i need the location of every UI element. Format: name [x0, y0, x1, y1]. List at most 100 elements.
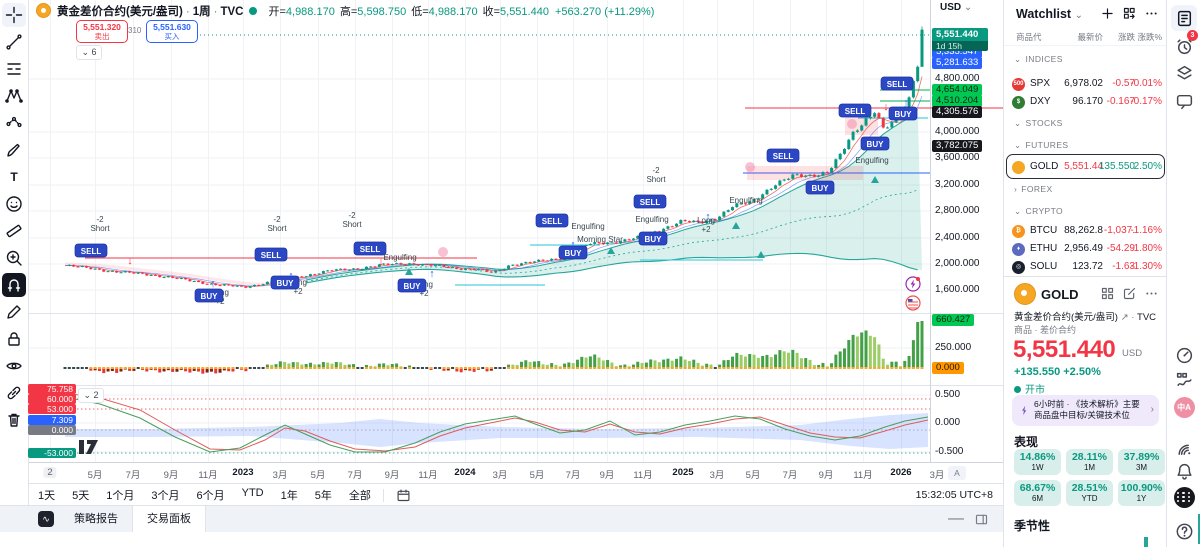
sell-tag[interactable]: [633, 194, 667, 209]
indicators-collapse-button[interactable]: ⌄ 6: [76, 45, 102, 60]
buy-tag[interactable]: [888, 106, 918, 121]
time-axis[interactable]: A 2 5月 7月 9月 11月 2023 3月 5月 7月 9月 11月 2024 3月 5月 7月 9月 1…: [0, 462, 1003, 484]
column-header[interactable]: 商品代: [1016, 32, 1042, 42]
sell-tag[interactable]: [880, 76, 914, 91]
buy-tag[interactable]: [638, 231, 668, 246]
magnet-icon[interactable]: [2, 273, 26, 297]
watchlist-title[interactable]: Watchlist ⌄: [1016, 7, 1083, 21]
emoji-icon[interactable]: [2, 192, 26, 216]
svg-text:↑: ↑: [705, 211, 711, 223]
buy-tag[interactable]: [860, 136, 890, 151]
sell-button[interactable]: 5,551.320 卖出: [76, 20, 128, 43]
watchlist-row-spx[interactable]: 500 SPX 6,978.02 -0.57 -0.01%: [1004, 76, 1167, 94]
sell-tag[interactable]: [254, 247, 288, 262]
zoom-in-icon[interactable]: [2, 246, 26, 270]
buy-tag[interactable]: [270, 275, 300, 290]
hide-drawings-icon[interactable]: [2, 354, 26, 378]
time-tick: 2026: [890, 467, 912, 478]
more-options-icon[interactable]: [1144, 286, 1159, 301]
lock-icon[interactable]: [2, 327, 26, 351]
auto-scale-button[interactable]: A: [948, 466, 966, 480]
buy-tag[interactable]: [805, 180, 835, 195]
help-icon[interactable]: [1171, 518, 1197, 544]
forecast-icon[interactable]: [2, 111, 26, 135]
change-percent: -1.80%: [1130, 243, 1162, 254]
watchlist-row-ethu[interactable]: ♦ ETHU 2,956.49 -54.29 -1.80%: [1004, 241, 1167, 259]
buy-tag[interactable]: [558, 245, 588, 260]
watchlist-section-futures[interactable]: ⌄ FUTURES: [1014, 140, 1069, 150]
buy-tag[interactable]: [194, 288, 224, 303]
currency-selector[interactable]: USD ⌄: [940, 2, 973, 13]
column-header[interactable]: 涨跌%: [1137, 32, 1162, 42]
technicals-gauge-icon[interactable]: [1171, 342, 1197, 368]
pencil-icon[interactable]: [2, 300, 26, 324]
pattern-search-icon[interactable]: [1171, 367, 1197, 393]
news-banner[interactable]: 6小时前 · 《技术解析》主要商品盘中目标/关键技术位 ›: [1012, 395, 1159, 426]
column-header[interactable]: 涨跌: [1117, 32, 1135, 42]
trend-line-icon[interactable]: [2, 30, 26, 54]
watchlist-icon[interactable]: [1171, 5, 1197, 31]
more-options-icon[interactable]: [1144, 6, 1159, 21]
add-symbol-icon[interactable]: [1100, 6, 1115, 21]
sell-tag[interactable]: [766, 148, 800, 163]
price-scale-label: 4,000.000: [935, 126, 980, 137]
notifications-icon[interactable]: [1171, 458, 1197, 484]
sell-tag[interactable]: [74, 243, 108, 258]
event-markers[interactable]: [905, 276, 921, 311]
watchlist-row-btcu[interactable]: ₿ BTCU 88,262.8 -1,037. -1.16%: [1004, 223, 1167, 241]
range-button[interactable]: 5天: [72, 490, 90, 502]
link-icon[interactable]: [2, 381, 26, 405]
change-percent: -1.30%: [1130, 261, 1162, 272]
oscillator-collapse-button[interactable]: ⌄ 2: [78, 388, 104, 403]
sell-tag[interactable]: [838, 103, 872, 118]
translate-icon[interactable]: 中A: [1171, 394, 1197, 420]
watchlist-section-forex[interactable]: › FOREX: [1014, 184, 1053, 194]
broadcast-icon[interactable]: [1171, 435, 1197, 461]
watchlist-row-dxy[interactable]: $ DXY 96.170 -0.167 -0.17%: [1004, 94, 1167, 112]
apps-icon[interactable]: [1171, 484, 1197, 510]
watchlist-section-stocks[interactable]: ⌄ STOCKS: [1014, 118, 1063, 128]
range-button[interactable]: 5年: [314, 490, 332, 502]
performance-title: 表现: [1014, 435, 1039, 449]
watchlist-row-gold[interactable]: GOLD 5,551.44 135.550 2.50%: [1004, 159, 1167, 177]
calendar-icon[interactable]: [396, 488, 411, 503]
ruler-icon[interactable]: [2, 219, 26, 243]
range-button[interactable]: 1天: [38, 490, 56, 502]
sell-tag[interactable]: [535, 213, 569, 228]
watchlist-section-crypto[interactable]: ⌄ CRYPTO: [1014, 206, 1064, 216]
watchlist-row-solu[interactable]: ◎ SOLU 123.72 -1.63 -1.30%: [1004, 259, 1167, 277]
price-chart[interactable]: -2ShortLong+2-2ShortLong+2-2ShortLong+2E…: [0, 0, 1003, 462]
svg-text:SELL: SELL: [887, 80, 908, 89]
range-button[interactable]: 1个月: [106, 490, 135, 502]
trash-icon[interactable]: [2, 408, 26, 432]
fib-retracement-icon[interactable]: [2, 57, 26, 81]
crosshair-icon[interactable]: [2, 3, 26, 27]
buy-button[interactable]: 5,551.630 买入: [146, 20, 198, 43]
watchlist-section-indices[interactable]: ⌄ INDICES: [1014, 54, 1063, 64]
range-button[interactable]: 6个月: [196, 490, 225, 502]
layout-grid-icon[interactable]: [1100, 286, 1115, 301]
object-tree-icon[interactable]: [1171, 60, 1197, 86]
tab-strategy-report[interactable]: 策略报告: [74, 513, 118, 525]
change-value: -1.63: [1112, 261, 1135, 272]
brush-icon[interactable]: [2, 138, 26, 162]
xabcd-pattern-icon[interactable]: [2, 84, 26, 108]
chat-icon[interactable]: [1171, 88, 1197, 114]
buy-tag[interactable]: [397, 278, 427, 293]
price-scale[interactable]: USD ⌄ 5,551.440 1d 15h 5,335.547 5,281.63…: [930, 0, 1003, 462]
grid-view-icon[interactable]: [1122, 6, 1137, 21]
symbol-title[interactable]: 黄金差价合约(美元/盎司) · 1周 · TVC: [57, 5, 244, 18]
range-button[interactable]: 3个月: [151, 490, 180, 502]
external-link-icon[interactable]: ↗: [1120, 312, 1129, 323]
range-button[interactable]: YTD: [241, 487, 264, 499]
text-tool-icon[interactable]: T: [10, 170, 18, 184]
minimize-icon[interactable]: —: [948, 510, 964, 527]
panel-toggle-icon[interactable]: [974, 512, 989, 527]
tab-trading-panel[interactable]: 交易面板: [132, 506, 206, 532]
sell-tag[interactable]: [353, 241, 387, 256]
range-button[interactable]: 1年: [280, 490, 298, 502]
time-tick: 9月: [599, 470, 615, 481]
range-button[interactable]: 全部: [348, 490, 371, 502]
column-header[interactable]: 最新价: [1077, 32, 1103, 42]
compose-icon[interactable]: [1122, 286, 1137, 301]
